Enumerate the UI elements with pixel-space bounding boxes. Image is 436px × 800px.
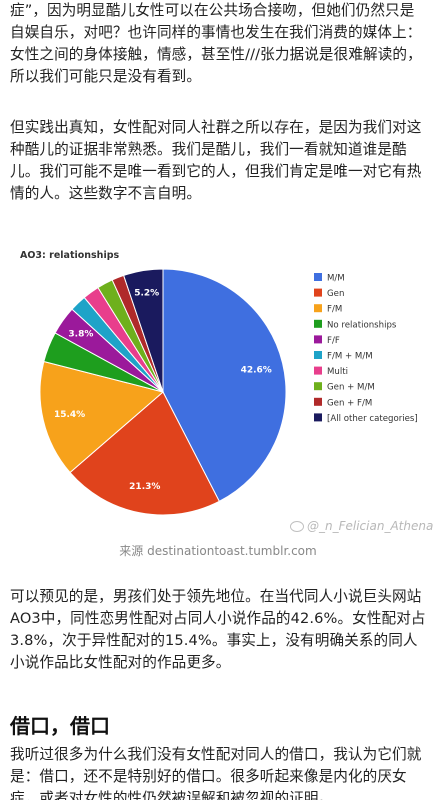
- article-paragraph-4: 我听过很多为什么我们没有女性配对同人的借口，我认为它们就是：借口，还不是特别好的…: [10, 746, 422, 800]
- legend-swatch-1: [314, 288, 322, 297]
- legend-swatch-9: [314, 413, 322, 422]
- article-paragraph-1: 症”，因为明显酷儿女性可以在公共场合接吻，但她们仍然只是自娱自乐，对吧？也许同样…: [10, 2, 422, 85]
- article-paragraph-3: 可以预见的是，男孩们处于领先地位。在当代同人小说巨头网站AO3中，同性恋男性配对…: [10, 588, 426, 671]
- legend-swatch-7: [314, 382, 322, 391]
- legend-label-3: No relationships: [327, 320, 397, 330]
- legend-swatch-4: [314, 335, 322, 344]
- article-paragraph-2: 但实践出真知，女性配对同人社群之所以存在，是因为我们对这种酷儿的证据非常熟悉。我…: [10, 119, 422, 202]
- pie-slice-1: [69, 391, 220, 516]
- watermark-text: @_n_Felician_Athena: [307, 519, 434, 533]
- pie-slice-9: [123, 268, 164, 393]
- legend-label-9: [All other categories]: [327, 414, 418, 424]
- legend-swatch-2: [314, 304, 322, 313]
- legend-swatch-0: [314, 273, 322, 281]
- pie-slice-2: [39, 360, 165, 474]
- chart-title: AO3: relationships: [20, 250, 120, 261]
- legend-label-2: F/M: [327, 305, 342, 315]
- legend-label-0: M/M: [327, 274, 345, 284]
- legend-swatch-6: [314, 366, 322, 375]
- section-heading: 借口，借口: [10, 714, 110, 738]
- data-label-0: 42.6%: [241, 365, 272, 375]
- data-label-4: 3.8%: [68, 329, 93, 339]
- legend-label-5: F/M + M/M: [327, 352, 373, 362]
- legend-label-7: Gen + M/M: [327, 383, 375, 393]
- weibo-icon: [290, 521, 304, 532]
- legend-label-4: F/F: [327, 336, 340, 346]
- legend-label-1: Gen: [327, 289, 344, 299]
- legend-swatch-5: [314, 351, 322, 359]
- pie-chart: AO3: relationships 42.6% 21.3% 15.4% 3.8% 5.2…: [20, 250, 418, 516]
- figure-caption: 来源 destinationtoast.tumblr.com: [119, 544, 317, 558]
- pie-slice-0: [162, 268, 287, 503]
- legend-swatch-8: [314, 397, 322, 406]
- legend-label-8: Gen + F/M: [327, 398, 372, 408]
- data-label-9: 5.2%: [134, 289, 159, 299]
- watermark: @_n_Felician_Athena: [290, 519, 433, 533]
- data-label-2: 15.4%: [54, 410, 85, 420]
- chart-figure: AO3: relationships 42.6% 21.3% 15.4% 3.8% 5.2…: [10, 240, 428, 570]
- data-label-1: 21.3%: [129, 482, 160, 492]
- legend-swatch-3: [314, 319, 322, 328]
- legend-label-6: Multi: [327, 367, 348, 377]
